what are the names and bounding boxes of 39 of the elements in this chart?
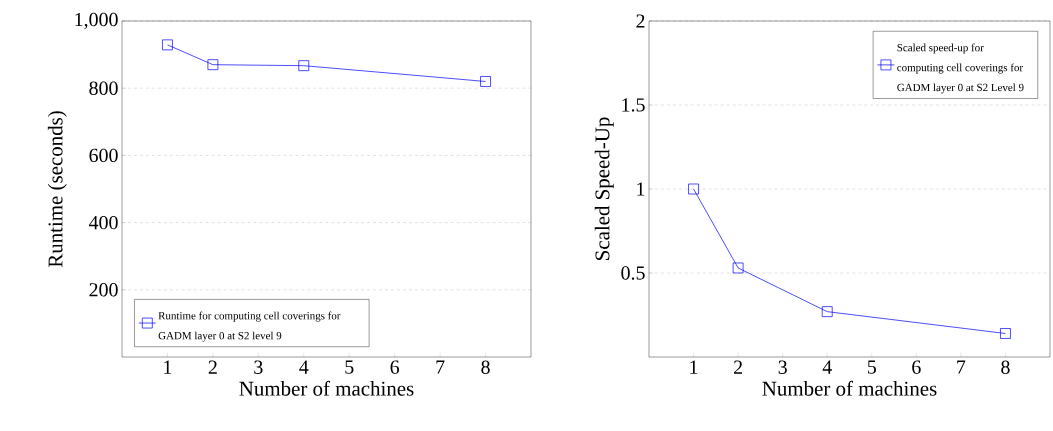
- x-tick-label: 6: [912, 360, 921, 374]
- x-tick-label: 3: [254, 360, 263, 374]
- legend-label: Runtime for computing cell coverings for GADM layer 0 at S2 level 9: [158, 311, 341, 342]
- point: [821, 306, 833, 317]
- x-tick-label: 5: [345, 360, 354, 374]
- x-tick-label: 4: [299, 360, 309, 374]
- x-tick-label: 1: [164, 360, 172, 374]
- x-axis-title: Number of machines: [239, 380, 414, 396]
- y-tick-label: 1.5: [622, 98, 645, 112]
- y-tick-label: 0.5: [621, 266, 645, 280]
- x-tick-label: 1: [690, 360, 698, 374]
- y-tick-label: 400: [88, 215, 118, 230]
- x-tick-label: 4: [822, 360, 832, 374]
- x-tick-label: 2: [734, 360, 742, 374]
- x-tick-label: 7: [436, 360, 445, 374]
- legend-label: Scaled speed-up for computing cell coverings for GADM layer 0 at S2 Level 9: [897, 43, 1024, 94]
- point: [732, 262, 744, 274]
- point: [1000, 328, 1011, 339]
- x-tick-label: 8: [1001, 360, 1010, 374]
- y-axis-title: Runtime (seconds): [47, 111, 67, 268]
- point: [207, 59, 219, 71]
- point: [298, 60, 310, 72]
- y-tick-label: 1,000: [75, 12, 118, 30]
- y-tick-label: 2: [636, 14, 645, 28]
- y-tick-label: 1: [637, 182, 645, 196]
- x-axis-title: Number of machines: [762, 380, 937, 396]
- point: [688, 183, 699, 195]
- y-tick-label: 800: [89, 81, 118, 95]
- x-tick-label: 8: [481, 360, 490, 374]
- x-tick-label: 5: [867, 360, 876, 374]
- x-tick-label: 6: [390, 360, 400, 374]
- x-tick-label: 3: [778, 360, 787, 374]
- x-tick-label: 2: [208, 360, 217, 374]
- point: [162, 39, 173, 51]
- y-tick-label: 600: [89, 148, 118, 163]
- y-tick-label: 200: [89, 283, 118, 297]
- point: [480, 76, 491, 87]
- y-axis-title: Scaled Speed-Up: [594, 117, 614, 260]
- x-tick-label: 7: [957, 360, 966, 374]
